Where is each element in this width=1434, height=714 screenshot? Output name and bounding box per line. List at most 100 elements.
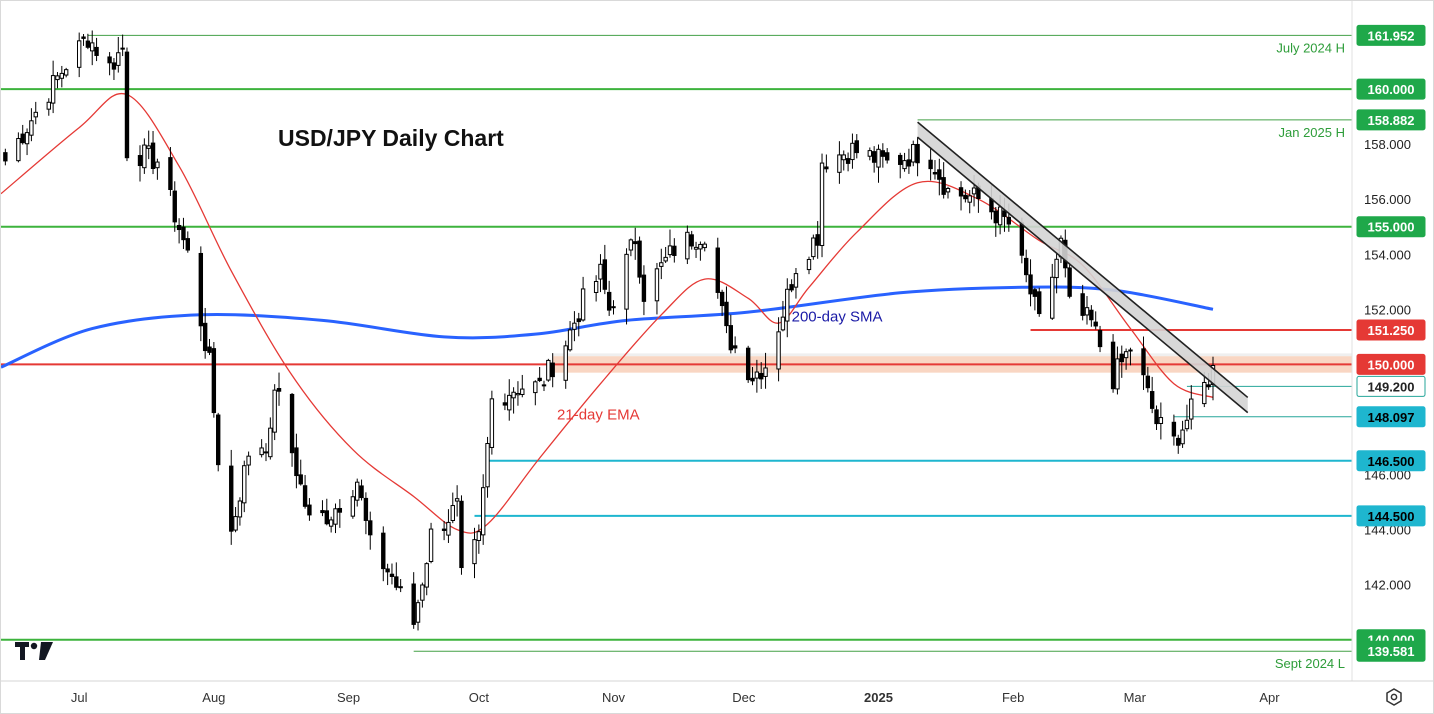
price-tag-box — [1356, 24, 1426, 46]
price-tag-box — [1356, 109, 1426, 131]
candle-down — [229, 465, 234, 532]
candle-down — [672, 245, 677, 256]
price-tick-label[interactable]: 142.000 — [1364, 578, 1411, 593]
candle-up — [754, 371, 760, 379]
candle-up — [967, 195, 972, 203]
price-tag-155-000[interactable]: 155.000 — [1356, 216, 1426, 238]
price-tag-158-882[interactable]: 158.882 — [1356, 109, 1426, 131]
candle-down — [181, 226, 186, 241]
candle-up — [902, 160, 907, 170]
tradingview-logo-icon[interactable] — [15, 642, 53, 660]
candle-up — [785, 288, 790, 322]
time-tick-label[interactable]: Aug — [202, 690, 225, 705]
candle-down — [381, 532, 386, 570]
candle-up — [654, 268, 660, 302]
candle-down — [1067, 267, 1072, 297]
candle-down — [633, 241, 638, 245]
candle-up — [1054, 258, 1059, 279]
candle-down — [537, 377, 542, 382]
candle-down — [1110, 341, 1116, 390]
price-tick-label[interactable]: 144.000 — [1364, 523, 1411, 538]
candle-up — [454, 498, 460, 502]
time-tick-label[interactable]: Feb — [1002, 690, 1024, 705]
candle-down — [602, 259, 608, 290]
candle-up — [476, 531, 482, 541]
time-tick-label[interactable]: 2025 — [864, 690, 893, 705]
time-tick-label[interactable]: Nov — [602, 690, 626, 705]
candle-down — [1080, 293, 1085, 316]
price-tag-150-000[interactable]: 150.000 — [1356, 353, 1426, 375]
candle-up — [567, 329, 573, 351]
price-tag-box — [1356, 505, 1426, 527]
time-tick-label[interactable]: Sep — [337, 690, 360, 705]
candle-down — [111, 62, 117, 70]
candle-up — [328, 519, 334, 527]
candle-up — [233, 516, 238, 531]
candle-up — [780, 316, 786, 331]
price-tag-value: 144.500 — [1368, 509, 1415, 524]
candle-up — [811, 237, 816, 258]
candle-up — [33, 111, 38, 118]
candle-up — [515, 392, 521, 396]
price-tag-139-581[interactable]: 139.581 — [1356, 640, 1426, 662]
candle-down — [641, 274, 647, 302]
candle-down — [789, 284, 794, 291]
candle-up — [806, 258, 812, 271]
candle-down — [915, 143, 920, 164]
candle-down — [898, 154, 903, 165]
price-tag-148-097[interactable]: 148.097 — [1356, 406, 1426, 428]
price-tick-label[interactable]: 154.000 — [1364, 247, 1411, 262]
candle-down — [1024, 257, 1029, 276]
candle-down — [207, 346, 212, 353]
candle-down — [1149, 391, 1155, 409]
candle-down — [150, 142, 156, 169]
candle-down — [1093, 321, 1098, 327]
price-tag-149-200[interactable]: 149.200 — [1356, 375, 1426, 397]
candle-up — [415, 602, 421, 623]
candle-up — [472, 539, 477, 565]
time-tick-label[interactable]: Dec — [732, 690, 756, 705]
price-tag-160-000[interactable]: 160.000 — [1356, 78, 1426, 100]
time-tick-label[interactable]: Jul — [71, 690, 88, 705]
price-tick-label[interactable]: 156.000 — [1364, 192, 1411, 207]
candle-down — [724, 301, 729, 327]
price-tag-box — [1356, 216, 1426, 238]
candle-down — [871, 151, 877, 163]
chart-settings-gear-icon[interactable] — [1386, 688, 1402, 706]
price-tick-label[interactable]: 158.000 — [1364, 137, 1411, 152]
price-tag-146-500[interactable]: 146.500 — [1356, 450, 1426, 472]
price-tag-box — [1356, 78, 1426, 100]
ema-21-line — [1, 92, 1214, 534]
price-tag-144-500[interactable]: 144.500 — [1356, 505, 1426, 527]
time-tick-label[interactable]: Oct — [469, 690, 490, 705]
price-tag-151-250[interactable]: 151.250 — [1356, 319, 1426, 341]
price-axis[interactable]: 142.000 144.000 146.000 152.000 154.000 156.0… — [1364, 137, 1411, 592]
price-tick-label[interactable]: 152.000 — [1364, 302, 1411, 317]
candle-down — [963, 194, 968, 200]
candle-down — [441, 528, 447, 531]
candle-up — [793, 273, 799, 288]
horizontal-levels: July 2024 H Jan 2025 H Sept 2024 L — [1, 34, 1352, 671]
candle-down — [324, 510, 329, 525]
candle-up — [1084, 307, 1090, 316]
time-tick-label[interactable]: Mar — [1124, 690, 1147, 705]
candle-down — [294, 447, 299, 477]
candle-up — [237, 500, 243, 518]
candle-down — [394, 576, 399, 588]
candle-up — [663, 256, 668, 262]
price-tag-161-952[interactable]: 161.952 — [1356, 24, 1426, 46]
time-tick-label[interactable]: Apr — [1259, 690, 1280, 705]
candle-up — [480, 487, 486, 536]
candle-up — [146, 145, 151, 149]
candle-down — [550, 362, 555, 378]
candle-up — [16, 138, 21, 162]
candle-down — [1037, 291, 1042, 315]
candle-up — [507, 394, 512, 411]
price-tag-value: 151.250 — [1368, 323, 1415, 338]
price-level-tags: 161.952 160.000 158.882 155.000 151.250 150.0… — [1356, 24, 1426, 662]
candle-down — [368, 520, 373, 536]
time-axis[interactable]: Jul Aug Sep Oct Nov Dec 2025 Feb Mar Apr — [71, 690, 1280, 705]
candle-up — [355, 481, 360, 501]
price-tick-label[interactable]: 146.000 — [1364, 468, 1411, 483]
